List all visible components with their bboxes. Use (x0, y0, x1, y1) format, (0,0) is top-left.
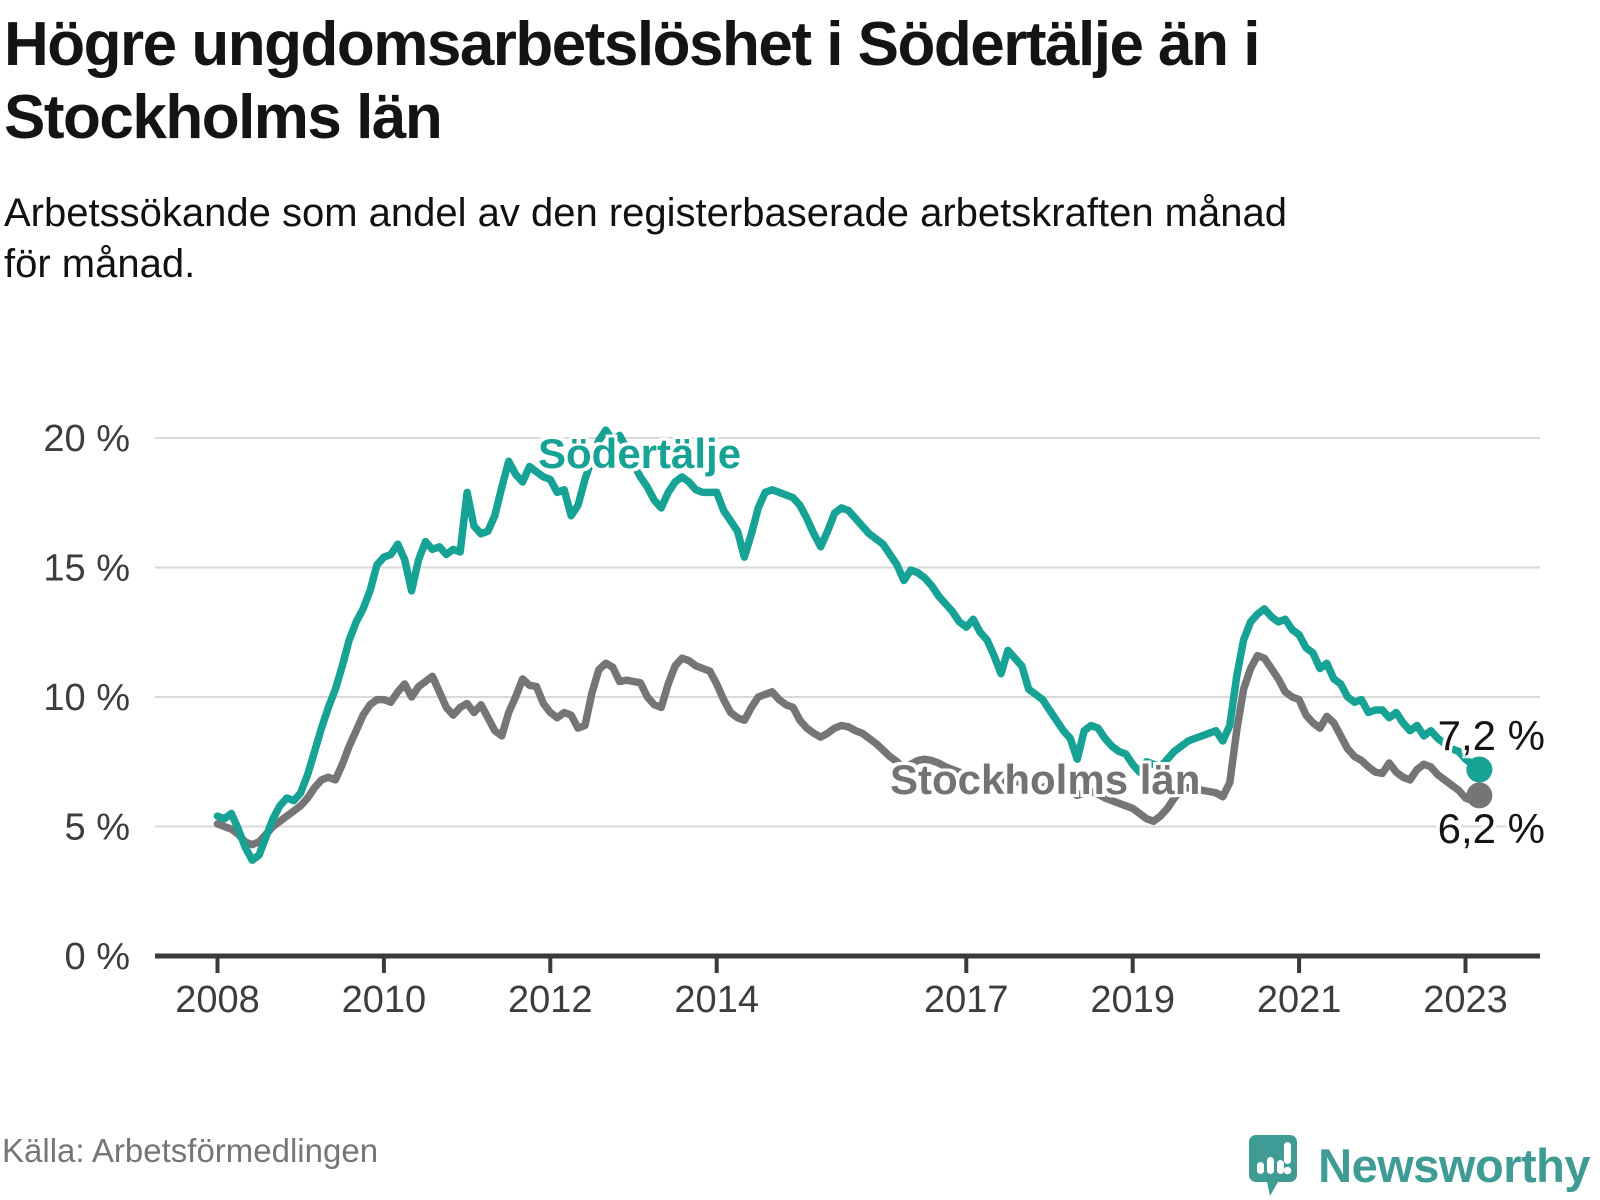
series-line-stockholms-l-n (213, 651, 1484, 849)
x-tick-label-2019: 2019 (1090, 979, 1175, 1021)
source-credit: Källa: Arbetsförmedlingen (2, 1132, 379, 1169)
series-label-sodertalje: Södertälje (538, 430, 742, 477)
x-tick-label-2014: 2014 (674, 979, 759, 1021)
x-tick-label-2021: 2021 (1257, 979, 1342, 1021)
gridlines (155, 437, 1540, 828)
y-tick-label-0: 0 % (65, 936, 130, 978)
newsworthy-wordmark: Newsworthy (1318, 1139, 1590, 1192)
x-tick-label-2023: 2023 (1423, 979, 1508, 1021)
x-tick-label-2017: 2017 (924, 979, 1009, 1021)
x-axis (155, 953, 1540, 973)
axis-tick-labels: 20 % 15 % 10 % 5 % 0 % 2008 2010 2012 2014 2017 20… (43, 418, 1507, 1021)
y-tick-label-5: 5 % (65, 807, 130, 849)
y-tick-label-10: 10 % (43, 677, 130, 719)
series-label-stockholms-lan: Stockholms län (890, 756, 1201, 803)
end-value-label-sodertalje: 7,2 % (1437, 712, 1545, 759)
newsworthy-brand: Newsworthy (1248, 1134, 1590, 1197)
x-tick-label-2012: 2012 (508, 979, 593, 1021)
title-line-2: Stockholms län (4, 83, 443, 152)
end-dot-stockholms-l-n (1466, 782, 1493, 809)
y-tick-label-15: 15 % (43, 548, 130, 590)
series-lines (213, 426, 1484, 864)
subtitle-line-1: Arbetssökande som andel av den registerb… (4, 191, 1287, 235)
chart-subtitle: Arbetssökande som andel av den registerb… (4, 188, 1564, 290)
series-end-dots (1466, 756, 1493, 809)
x-tick-label-2008: 2008 (175, 979, 260, 1021)
series-line-s-dert-lje (213, 426, 1484, 864)
end-dot-s-dert-lje (1466, 756, 1493, 783)
newsworthy-logo-icon (1249, 1135, 1298, 1196)
y-tick-label-20: 20 % (43, 418, 130, 460)
end-value-label-stockholm: 6,2 % (1437, 805, 1545, 852)
x-tick-label-2010: 2010 (342, 979, 427, 1021)
subtitle-line-2: för månad. (4, 242, 196, 286)
title-line-1: Högre ungdomsarbetslöshet i Södertälje ä… (4, 10, 1260, 79)
page-title: Högre ungdomsarbetslöshet i Södertälje ä… (4, 8, 1564, 154)
